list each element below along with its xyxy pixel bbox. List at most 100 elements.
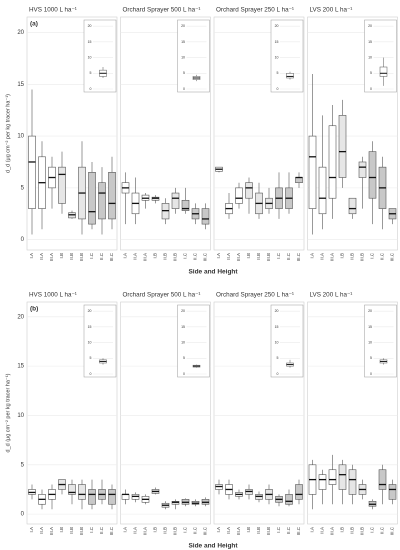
box <box>88 172 96 225</box>
x-tick-label: II.C <box>99 252 104 260</box>
box <box>58 166 66 204</box>
inset-tick-label: 10 <box>181 340 185 344</box>
x-tick-label: I.C <box>183 526 188 533</box>
x-tick-label: II.C <box>99 526 104 534</box>
x-tick-label: I.A <box>216 527 221 533</box>
x-tick-label: I.A <box>310 527 315 533</box>
inset-tick-label: 5 <box>90 356 92 360</box>
y-tick-label: 15 <box>17 364 24 370</box>
x-tick-label: II.C <box>380 526 385 534</box>
y-tick-label: 0 <box>21 237 25 243</box>
inset-tick-label: 10 <box>368 55 372 59</box>
x-tick-label: I.A <box>310 253 315 259</box>
x-tick-label: III.A <box>236 253 241 261</box>
box <box>108 489 116 505</box>
inset-tick-label: 15 <box>181 325 185 329</box>
inset-box <box>286 73 294 79</box>
box <box>318 166 327 215</box>
box <box>328 469 337 485</box>
x-tick-label: III.B <box>79 253 84 261</box>
box <box>318 474 327 490</box>
box <box>171 192 180 209</box>
x-tick-label: II.B <box>350 253 355 260</box>
x-tick-label: II.B <box>256 527 261 534</box>
x-tick-label: II.A <box>226 253 231 260</box>
inset-tick-label: 0 <box>90 87 92 91</box>
inset-background <box>83 304 117 378</box>
x-tick-label: III.C <box>390 526 395 535</box>
inset-tick-label: 15 <box>181 40 185 44</box>
box <box>245 182 253 199</box>
x-tick-label: I.B <box>153 527 158 533</box>
facet-title: Orchard Sprayer 500 L ha⁻¹ <box>123 292 201 299</box>
inset-tick-label: 0 <box>183 87 185 91</box>
inset-background <box>83 19 117 93</box>
x-tick-label: I.C <box>89 252 94 259</box>
inset-tick-label: 0 <box>370 87 372 91</box>
y-axis-label: d_d (μg cm⁻² per kg tracer ha⁻¹) <box>5 373 11 452</box>
box <box>358 161 367 178</box>
facet-title: LVS 200 L ha⁻¹ <box>310 7 353 14</box>
x-tick-label: II.C <box>193 252 198 260</box>
x-tick-label: I.B <box>340 253 345 259</box>
x-tick-label: III.A <box>143 527 148 535</box>
box <box>338 464 347 490</box>
y-tick-label: 15 <box>17 82 24 88</box>
x-tick-label: III.C <box>296 526 301 535</box>
x-tick-label: I.C <box>370 252 375 259</box>
y-tick-label: 5 <box>21 185 25 191</box>
x-tick-label: I.B <box>246 253 251 259</box>
x-tick-label: III.B <box>173 527 178 535</box>
box <box>285 494 293 505</box>
inset-background <box>270 19 304 93</box>
inset-tick-label: 15 <box>275 40 279 44</box>
x-tick-label: I.B <box>153 253 158 259</box>
inset-tick-label: 0 <box>370 372 372 376</box>
inset-box <box>379 66 388 77</box>
inset-tick-label: 10 <box>88 55 92 59</box>
box <box>28 135 36 209</box>
x-tick-label: I.A <box>123 253 128 259</box>
x-tick-label: I.B <box>59 253 64 259</box>
x-tick-label: III.A <box>330 253 335 261</box>
inset-tick-label: 5 <box>183 356 185 360</box>
x-axis-label: Side and Height <box>188 269 238 276</box>
x-tick-label: III.B <box>360 527 365 535</box>
inset-tick-label: 20 <box>181 309 185 313</box>
facet-title: HVS 1000 L ha⁻¹ <box>29 7 77 14</box>
box <box>295 484 303 500</box>
y-tick-label: 5 <box>21 462 25 468</box>
x-tick-label: I.B <box>340 527 345 533</box>
facet-title: Orchard Sprayer 250 L ha⁻¹ <box>216 292 294 299</box>
inset-tick-label: 10 <box>275 340 279 344</box>
box <box>388 484 397 500</box>
x-tick-label: III.A <box>49 253 54 261</box>
box <box>295 177 303 183</box>
x-axis-label: Side and Height <box>188 543 238 550</box>
x-tick-label: III.C <box>109 526 114 535</box>
box <box>181 199 190 211</box>
x-tick-label: II.B <box>69 253 74 260</box>
inset-tick-label: 5 <box>370 71 372 75</box>
x-tick-label: II.C <box>286 252 291 260</box>
inset-tick-label: 10 <box>368 340 372 344</box>
x-tick-label: III.B <box>266 253 271 261</box>
x-tick-label: I.C <box>370 526 375 533</box>
x-tick-label: III.A <box>143 253 148 261</box>
panel-label: (b) <box>30 306 38 313</box>
box <box>98 182 106 220</box>
x-tick-label: I.B <box>246 527 251 533</box>
box <box>68 484 76 495</box>
box <box>78 484 86 500</box>
inset-tick-label: 10 <box>275 55 279 59</box>
x-tick-label: I.C <box>89 526 94 533</box>
inset-tick-label: 15 <box>88 40 92 44</box>
y-tick-label: 20 <box>17 314 24 320</box>
y-tick-label: 20 <box>17 30 24 36</box>
x-tick-label: II.A <box>133 253 138 260</box>
x-tick-label: III.B <box>79 527 84 535</box>
x-tick-label: I.A <box>29 527 34 533</box>
y-axis-label: d_d (μg cm⁻² per kg tracer ha⁻¹) <box>5 94 11 173</box>
inset-tick-label: 20 <box>275 24 279 28</box>
